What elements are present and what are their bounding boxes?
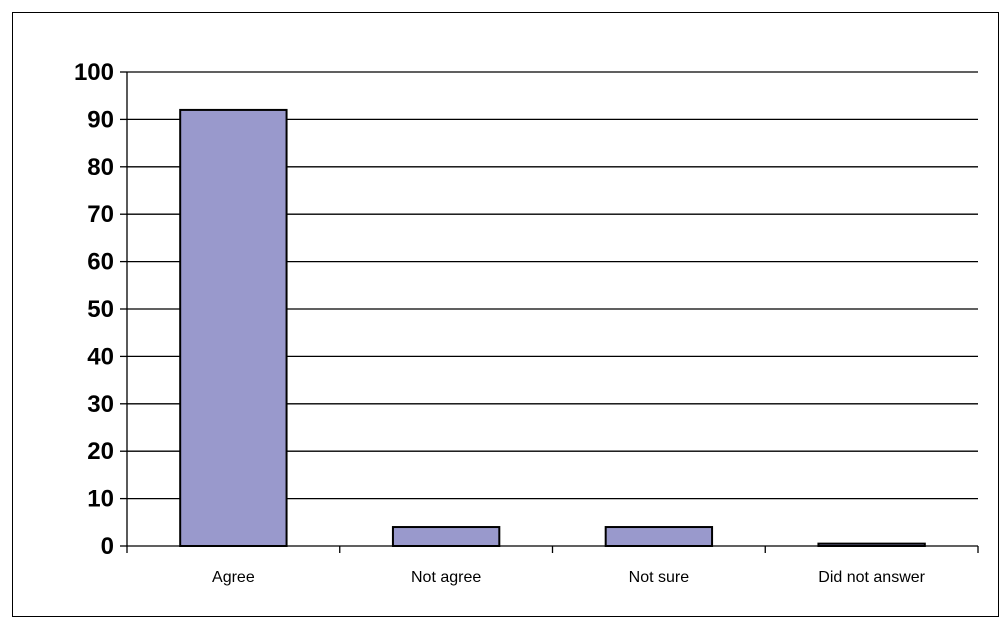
y-tick-labels: 0 10 20 30 40 50 60 70 80 90 100 bbox=[74, 59, 114, 560]
chart-frame bbox=[12, 12, 999, 617]
x-tick-label: Not sure bbox=[629, 569, 690, 586]
y-tick-label: 50 bbox=[87, 296, 114, 323]
x-tick-labels: Agree Not agree Not sure Did not answer bbox=[212, 569, 926, 586]
x-tick-label: Did not answer bbox=[818, 569, 925, 586]
x-tick-label: Agree bbox=[212, 569, 255, 586]
y-tick-label: 70 bbox=[87, 201, 114, 228]
bar-not-agree bbox=[391, 526, 501, 547]
y-tick-label: 100 bbox=[74, 59, 114, 86]
y-tick-label: 60 bbox=[87, 249, 114, 276]
y-tick-label: 10 bbox=[87, 486, 114, 513]
y-tick-label: 90 bbox=[87, 106, 114, 133]
axes bbox=[120, 71, 979, 553]
bars bbox=[179, 108, 926, 548]
y-tick-label: 80 bbox=[87, 154, 114, 181]
y-tick-label: 40 bbox=[87, 343, 114, 370]
bar-agree bbox=[179, 108, 288, 547]
y-tick-label: 20 bbox=[87, 438, 114, 465]
y-tick-label: 30 bbox=[87, 391, 114, 418]
y-tick-label: 0 bbox=[101, 533, 114, 560]
x-tick-label: Not agree bbox=[411, 569, 481, 586]
bar-not-sure bbox=[604, 526, 714, 547]
